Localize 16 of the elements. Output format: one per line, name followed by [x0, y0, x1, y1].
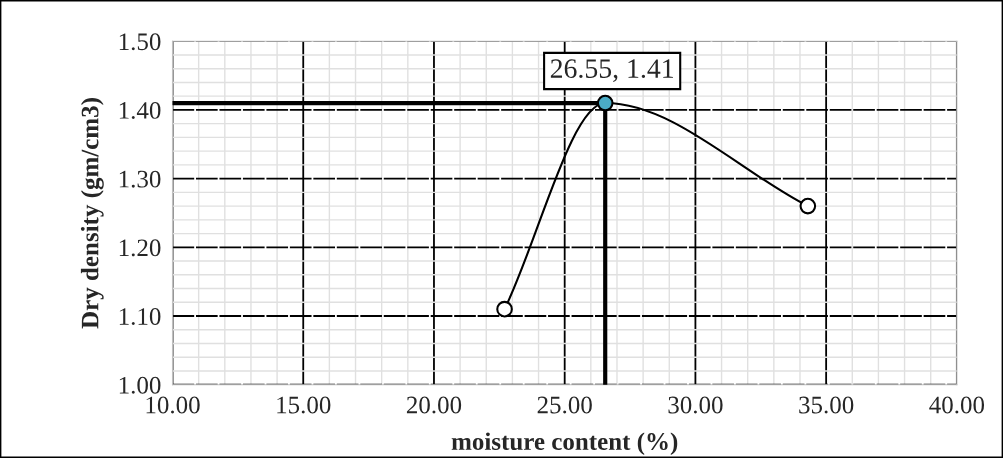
y-tick-label: 1.10 — [119, 308, 161, 326]
y-tick-label: 1.20 — [119, 239, 161, 257]
x-tick-label: 30.00 — [668, 396, 723, 414]
x-tick-label: 10.00 — [146, 396, 200, 414]
x-tick-label: 35.00 — [799, 396, 854, 414]
y-tick-label: 1.40 — [119, 101, 161, 119]
x-tick-label: 15.00 — [277, 396, 331, 414]
y-tick-label: 1.50 — [119, 33, 161, 51]
y-tick-label: 1.00 — [119, 376, 161, 394]
x-tick-label: 20.00 — [406, 396, 462, 414]
x-axis-title: moisture content (%) — [451, 432, 678, 456]
y-tick-label: 1.30 — [119, 170, 161, 188]
x-tick-label: 40.00 — [929, 396, 985, 414]
x-tick-label: 25.00 — [537, 396, 592, 414]
y-axis-title: Dry density (gm/cm3) — [80, 98, 104, 329]
annotation: 26.55, 1.41 — [550, 59, 673, 82]
